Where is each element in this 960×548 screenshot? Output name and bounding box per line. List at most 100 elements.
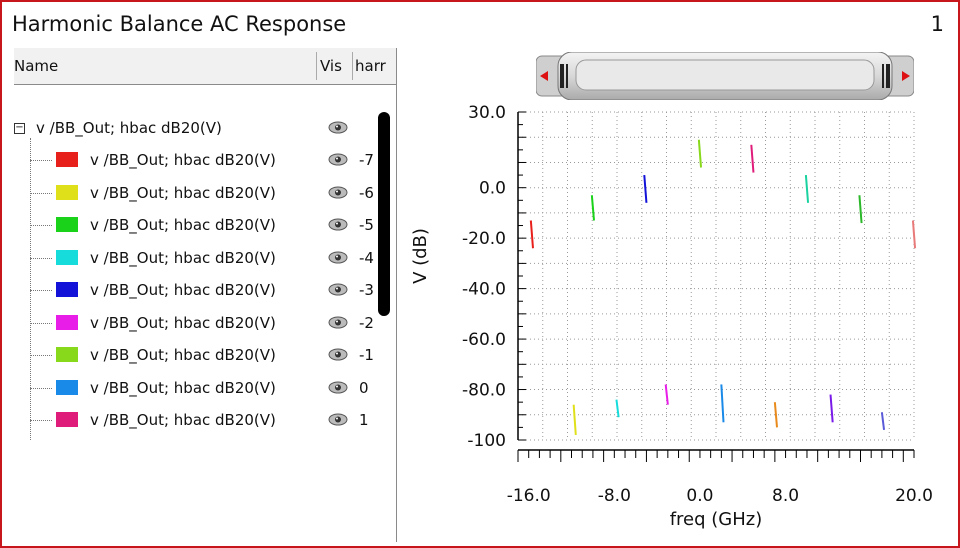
tree-guide xyxy=(30,322,52,324)
header-name[interactable]: Name xyxy=(14,57,59,75)
series-line xyxy=(529,220,534,249)
series-line xyxy=(804,175,810,203)
tree-guide xyxy=(30,160,52,161)
series-line xyxy=(664,384,669,405)
y-axis-label: V (dB) xyxy=(410,228,431,284)
vertical-scrollbar-thumb[interactable] xyxy=(378,112,390,316)
tree-guide xyxy=(30,225,52,226)
plot-area: 30.0 0.0 -20.0 -40.0 -60.0 -80.0 -100 -16.0 -8.0… xyxy=(398,48,954,542)
trace-color-swatch[interactable] xyxy=(56,184,78,200)
x-tick-label: -8.0 xyxy=(598,486,631,506)
series-line xyxy=(750,144,755,173)
series-line xyxy=(720,384,725,423)
series-line xyxy=(858,195,863,224)
header-separator[interactable] xyxy=(352,52,353,80)
harmonic-value: -4 xyxy=(359,248,374,267)
trace-row[interactable]: v /BB_Out; hbac dB20(V) -7 xyxy=(14,144,396,176)
harmonic-value: 1 xyxy=(359,411,369,429)
trace-color-swatch[interactable] xyxy=(56,152,78,167)
trace-browser-panel: Name Vis harr − v /BB_Out; hbac dB20(V) … xyxy=(14,48,397,542)
trace-color-swatch[interactable] xyxy=(56,379,78,395)
x-tick-label: 0.0 xyxy=(686,486,713,506)
harmonic-value: -7 xyxy=(359,151,374,169)
trace-color-swatch[interactable] xyxy=(56,314,78,330)
collapse-icon[interactable]: − xyxy=(14,122,25,134)
series-line xyxy=(643,175,648,203)
visibility-eye-icon[interactable] xyxy=(328,218,348,231)
series-line xyxy=(911,220,917,249)
trace-label: v /BB_Out; hbac dB20(V) xyxy=(90,248,276,267)
trace-row[interactable]: v /BB_Out; hbac dB20(V) -6 xyxy=(14,177,396,209)
title-bar: Harmonic Balance AC Response 1 xyxy=(2,2,958,44)
group-label: v /BB_Out; hbac dB20(V) xyxy=(36,119,222,137)
page-number: 1 xyxy=(930,12,944,36)
trace-row[interactable]: v /BB_Out; hbac dB20(V) -1 xyxy=(14,339,396,371)
trace-color-swatch[interactable] xyxy=(56,347,78,362)
visibility-eye-icon[interactable] xyxy=(328,413,348,426)
harmonic-value: -6 xyxy=(359,183,374,202)
trace-color-swatch[interactable] xyxy=(56,249,78,265)
table-header: Name Vis harr xyxy=(14,48,396,85)
y-tick-label: -100 xyxy=(467,431,506,451)
tree-group-row[interactable]: − v /BB_Out; hbac dB20(V) xyxy=(14,112,396,144)
visibility-eye-icon[interactable] xyxy=(328,381,348,394)
y-tick-label: -60.0 xyxy=(462,330,506,350)
header-harm[interactable]: harr xyxy=(355,57,386,75)
visibility-eye-icon[interactable] xyxy=(328,121,348,134)
trace-row[interactable]: v /BB_Out; hbac dB20(V) -5 xyxy=(14,209,396,241)
trace-row[interactable]: v /BB_Out; hbac dB20(V) -4 xyxy=(14,242,396,274)
chart-svg[interactable]: 30.0 0.0 -20.0 -40.0 -60.0 -80.0 -100 -16.0 -8.0… xyxy=(398,48,954,542)
trace-color-swatch[interactable] xyxy=(56,282,78,297)
tree-guide xyxy=(30,355,52,356)
visibility-eye-icon[interactable] xyxy=(328,153,348,166)
y-tick-label: -20.0 xyxy=(462,229,506,249)
trace-row[interactable]: v /BB_Out; hbac dB20(V) 1 xyxy=(14,404,396,436)
trace-row[interactable]: v /BB_Out; hbac dB20(V) -2 xyxy=(14,307,396,339)
x-tick-label: 8.0 xyxy=(772,486,799,506)
trace-row[interactable]: v /BB_Out; hbac dB20(V) -3 xyxy=(14,274,396,306)
y-tick-label: -80.0 xyxy=(462,381,506,401)
tree-guide xyxy=(30,192,52,194)
trace-label: v /BB_Out; hbac dB20(V) xyxy=(90,281,276,299)
visibility-eye-icon[interactable] xyxy=(328,283,348,296)
harmonic-value: 0 xyxy=(359,378,369,397)
header-vis[interactable]: Vis xyxy=(320,57,342,75)
series-line xyxy=(615,399,620,418)
tree-guide xyxy=(30,387,52,389)
series-line xyxy=(572,404,577,436)
x-axis-label: freq (GHz) xyxy=(670,509,763,530)
series-line xyxy=(590,195,595,221)
harmonic-value: -5 xyxy=(359,216,374,234)
harmonic-value: -2 xyxy=(359,313,374,332)
y-tick-label: 0.0 xyxy=(479,179,506,199)
tree-guide xyxy=(30,257,52,259)
header-separator[interactable] xyxy=(316,52,317,80)
trace-color-swatch[interactable] xyxy=(56,412,78,427)
visibility-eye-icon[interactable] xyxy=(328,251,348,264)
trace-color-swatch[interactable] xyxy=(56,217,78,232)
harmonic-value: -1 xyxy=(359,346,374,364)
y-tick-label: 30.0 xyxy=(468,103,506,123)
visibility-eye-icon[interactable] xyxy=(328,348,348,361)
trace-label: v /BB_Out; hbac dB20(V) xyxy=(90,378,276,397)
visibility-eye-icon[interactable] xyxy=(328,316,348,329)
tree-guide xyxy=(30,420,52,421)
series-line xyxy=(697,139,703,168)
trace-label: v /BB_Out; hbac dB20(V) xyxy=(90,216,276,234)
x-tick-label: -16.0 xyxy=(507,486,551,506)
series-line xyxy=(829,394,834,423)
visibility-eye-icon[interactable] xyxy=(328,186,348,199)
series-line xyxy=(773,402,779,428)
tree-guide xyxy=(30,290,52,291)
trace-label: v /BB_Out; hbac dB20(V) xyxy=(90,183,276,202)
y-tick-label: -40.0 xyxy=(462,280,506,300)
tree-guide xyxy=(30,138,31,440)
trace-label: v /BB_Out; hbac dB20(V) xyxy=(90,346,276,364)
window-title: Harmonic Balance AC Response xyxy=(12,12,347,36)
harmonic-value: -3 xyxy=(359,281,374,299)
range-slider[interactable] xyxy=(536,52,914,100)
trace-label: v /BB_Out; hbac dB20(V) xyxy=(90,151,276,169)
trace-row[interactable]: v /BB_Out; hbac dB20(V) 0 xyxy=(14,372,396,404)
trace-label: v /BB_Out; hbac dB20(V) xyxy=(90,313,276,332)
